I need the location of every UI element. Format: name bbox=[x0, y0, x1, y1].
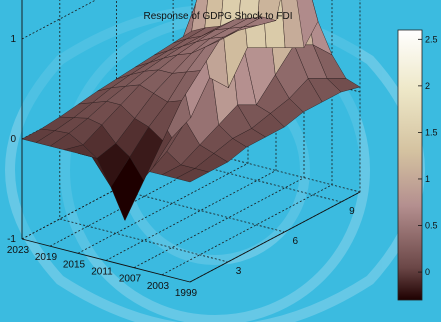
year-tick-label: 2011 bbox=[91, 267, 113, 278]
horizon-tick-label: 6 bbox=[292, 236, 298, 247]
colorbar-tick-label: 2.5 bbox=[425, 34, 438, 44]
year-tick-label: 2023 bbox=[7, 245, 30, 256]
horizon-gridline bbox=[59, 0, 228, 263]
colorbar-tick-label: 1 bbox=[425, 174, 430, 184]
horizon-axis-line bbox=[189, 191, 361, 283]
year-gridline bbox=[133, 0, 305, 269]
chart-title: Response of GDPG Shock to FDI bbox=[144, 11, 293, 22]
surface-mesh bbox=[21, 0, 361, 222]
colorbar-tick-label: 0.5 bbox=[425, 221, 438, 231]
year-gridline bbox=[77, 0, 249, 254]
year-tick-label: 2015 bbox=[63, 259, 86, 270]
year-tick-label: 1999 bbox=[175, 288, 198, 299]
horizon-tick-label: 3 bbox=[236, 266, 242, 277]
z-gridline bbox=[21, 0, 97, 40]
year-gridline bbox=[161, 0, 333, 276]
z-tick-label: 0 bbox=[10, 134, 16, 145]
colorbar-tick-label: 2 bbox=[425, 81, 430, 91]
year-axis-line bbox=[21, 238, 191, 283]
z-tick-label: -1 bbox=[7, 234, 16, 245]
colorbar-gradient bbox=[397, 29, 423, 301]
horizon-tick-label: 9 bbox=[349, 206, 355, 217]
surface-patch bbox=[281, 0, 305, 48]
colorbar-tick-label: 1.5 bbox=[425, 127, 438, 137]
year-gridline bbox=[105, 0, 277, 261]
year-tick-label: 2007 bbox=[119, 274, 142, 285]
year-tick-label: 2019 bbox=[35, 252, 58, 263]
colorbar: 0 0.5 1 1.5 2 2.5 bbox=[397, 29, 438, 301]
z-tick-label: 1 bbox=[10, 34, 16, 45]
year-tick-label: 2003 bbox=[147, 281, 170, 292]
colorbar-tick-label: 0 bbox=[425, 267, 430, 277]
axis-ticks: -101232023201920152011200720031999369 bbox=[7, 34, 355, 299]
surface-patch bbox=[172, 27, 207, 44]
axes-box bbox=[21, 0, 361, 283]
